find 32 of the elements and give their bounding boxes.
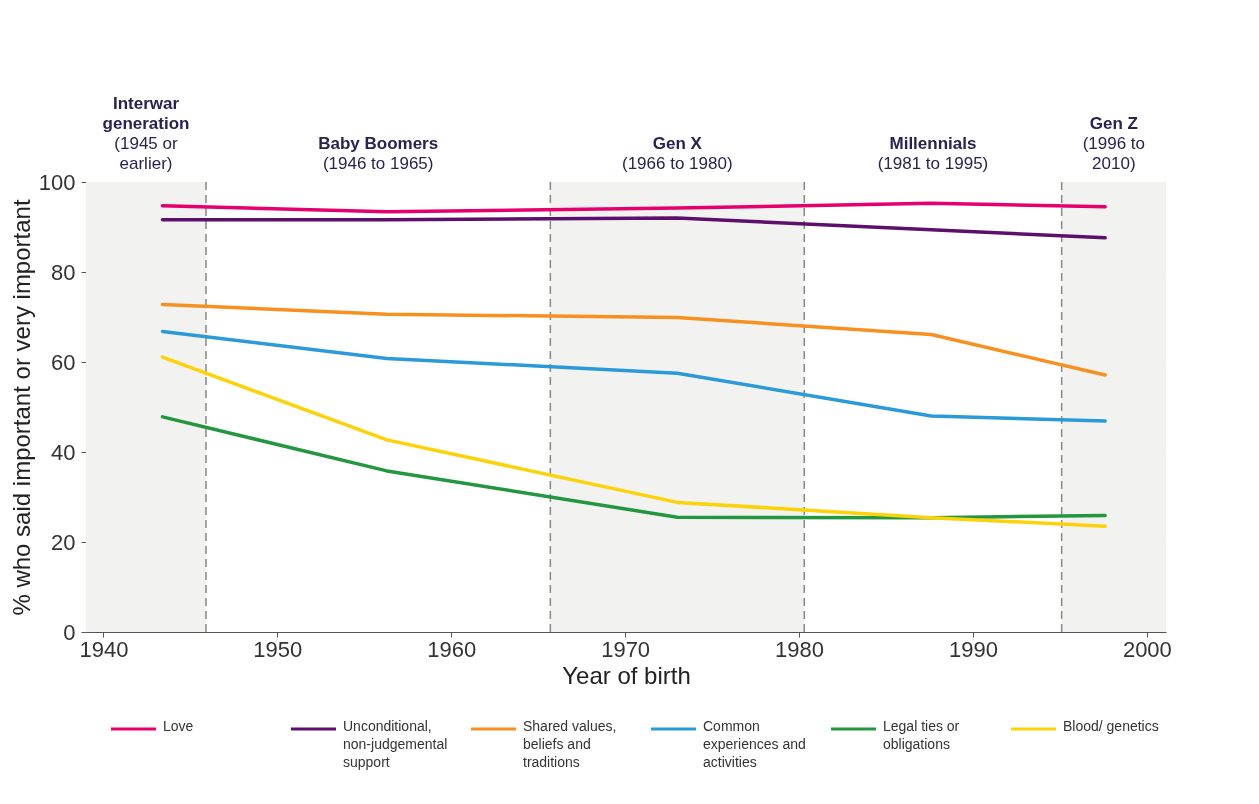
y-tick-label: 100 bbox=[38, 169, 76, 195]
y-tick-label: 80 bbox=[51, 259, 76, 285]
y-axis-title: % who said important or very important bbox=[7, 199, 35, 616]
band-label: Interwar generation (1945 or earlier) bbox=[102, 94, 190, 173]
band-label: Gen Z (1996 to 2010) bbox=[1082, 114, 1146, 173]
band-label: Gen X (1966 to 1980) bbox=[622, 134, 733, 173]
legend-label: Common experiences and activities bbox=[703, 718, 806, 770]
x-tick-label: 1940 bbox=[79, 636, 129, 662]
x-tick-label: 1950 bbox=[253, 636, 303, 662]
y-tick-label: 0 bbox=[63, 619, 76, 645]
y-tick-label: 40 bbox=[51, 439, 76, 465]
legend-label: Legal ties or obligations bbox=[883, 718, 960, 752]
x-tick-label: 2000 bbox=[1122, 636, 1172, 662]
y-tick-label: 20 bbox=[51, 529, 76, 555]
line-series bbox=[160, 415, 1107, 520]
x-tick-label: 1960 bbox=[427, 636, 477, 662]
legend-label: Love bbox=[163, 718, 194, 734]
line-series bbox=[160, 216, 1107, 240]
line-series bbox=[160, 329, 1107, 423]
band-label: Baby Boomers (1946 to 1965) bbox=[318, 134, 439, 173]
legend-label: Unconditional, non-judgemental support bbox=[343, 718, 448, 770]
y-tick-label: 60 bbox=[51, 349, 76, 375]
legend-label: Blood/ genetics bbox=[1063, 718, 1159, 734]
line-series bbox=[160, 355, 1107, 528]
line-series bbox=[160, 302, 1107, 377]
x-tick-label: 1970 bbox=[601, 636, 651, 662]
x-tick-label: 1990 bbox=[948, 636, 998, 662]
legend-label: Shared values, beliefs and traditions bbox=[523, 718, 617, 770]
band-label: Millennials (1981 to 1995) bbox=[877, 134, 989, 173]
x-tick-label: 1980 bbox=[775, 636, 825, 662]
x-axis-title: Year of birth bbox=[562, 661, 691, 689]
line-series bbox=[160, 201, 1107, 214]
